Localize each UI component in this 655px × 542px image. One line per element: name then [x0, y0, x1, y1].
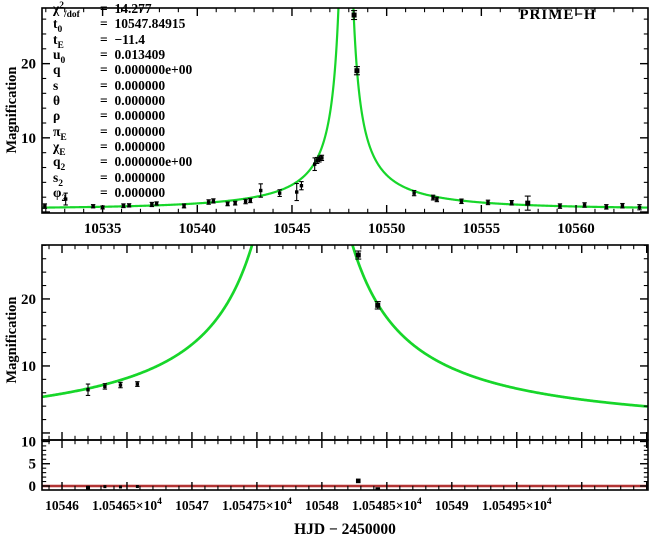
- parameter-symbol: s2: [53, 169, 64, 189]
- data-points-middle: [85, 250, 381, 396]
- y-tick-label: 0: [29, 479, 37, 495]
- parameter-value: = 0.000000: [100, 185, 166, 201]
- parameter-symbol: πE: [53, 123, 67, 143]
- instrument-label: PRIME−H: [519, 7, 597, 23]
- parameter-value: = 0.000000: [100, 169, 166, 185]
- x-tick-label-top: 10555: [463, 221, 501, 237]
- x-tick-label-bottom: 10549: [435, 498, 469, 513]
- parameter-value: = 0.000000e+00: [100, 62, 193, 78]
- x-tick-label-bottom: 10546: [45, 498, 79, 513]
- fit-parameter-line: u0 = 0.013409: [53, 47, 192, 67]
- x-tick-label-top: 10535: [84, 221, 122, 237]
- x-tick-label-top: 10540: [179, 221, 217, 237]
- x-tick-label-bottom: 1.05485×104: [352, 497, 422, 513]
- y-tick-label: 5: [29, 457, 37, 473]
- model-curve-top: [42, 8, 648, 209]
- y-tick-label: 20: [21, 292, 36, 308]
- parameter-value: = 0.000000: [100, 139, 166, 155]
- residual-panel-frame: 0 5 10: [21, 434, 649, 495]
- fit-parameter-line: πE = 0.000000: [53, 123, 192, 143]
- fit-parameter-line: tE = −11.4: [53, 31, 192, 51]
- y-axis-label-middle: Magnification: [4, 296, 20, 384]
- parameter-symbol: s: [53, 77, 59, 93]
- fit-parameter-line: q2 = 0.000000e+00: [53, 154, 193, 174]
- parameter-symbol: ρ: [53, 108, 61, 124]
- parameter-symbol: u0: [53, 47, 66, 67]
- x-tick-label-bottom: 10547: [175, 498, 209, 513]
- parameter-symbol: θ: [53, 93, 61, 109]
- parameter-value: = 0.000000: [100, 77, 166, 93]
- x-tick-label-top: 10560: [557, 221, 595, 237]
- fit-parameter-line: ρ = 0.000000: [53, 108, 192, 123]
- parameter-value: = 0.000000e+00: [100, 154, 193, 170]
- x-tick-label-top: 10545: [273, 221, 311, 237]
- fit-parameter-line: χ2/dof = 14.277: [53, 1, 192, 20]
- fit-parameter-line: q = 0.000000e+00: [53, 62, 192, 77]
- x-tick-label-top: 10550: [368, 221, 406, 237]
- parameter-symbol: χE: [53, 139, 66, 159]
- parameter-value: = 0.000000: [100, 123, 166, 139]
- fit-parameter-line: χE = 0.000000: [53, 139, 192, 159]
- fit-parameter-line: s = 0.000000: [53, 78, 192, 93]
- fit-parameter-line: t0 = 10547.84915: [53, 16, 192, 36]
- parameter-value: = −11.4: [100, 31, 146, 47]
- parameter-symbol: t0: [53, 16, 63, 36]
- parameter-symbol: q: [53, 62, 61, 78]
- y-tick-label: 10: [21, 359, 36, 375]
- y-axis-label-top: Magnification: [4, 66, 20, 154]
- fit-parameter-line: s2 = 0.000000: [53, 169, 192, 189]
- y-tick-label: 10: [21, 434, 36, 450]
- parameter-symbol: χ2/dof: [53, 1, 80, 20]
- parameter-value: = 14.277: [100, 1, 152, 16]
- data-points-top: [42, 10, 648, 211]
- fit-parameter-line: φ2 = 0.000000: [53, 185, 192, 205]
- top-panel-frame: 10 20: [21, 7, 649, 214]
- model-curve-middle: [42, 245, 648, 408]
- fit-parameter-line: θ = 0.000000: [53, 93, 192, 108]
- parameter-symbol: tE: [53, 31, 64, 51]
- x-tick-label-bottom: 1.05475×104: [222, 497, 292, 513]
- parameter-value: = 0.000000: [100, 108, 166, 124]
- y-tick-label: 20: [21, 57, 36, 73]
- parameter-symbol: q2: [53, 154, 66, 174]
- x-tick-label-bottom: 1.05465×104: [92, 497, 162, 513]
- x-tick-label-bottom: 1.05495×104: [482, 497, 552, 513]
- x-axis-title: HJD − 2450000: [294, 521, 396, 538]
- fit-parameters-block: χ2/dof = 14.277 t0 = 10547.84915 tE = −11.4 u0…: [53, 1, 193, 205]
- parameter-value: = 10547.84915: [100, 16, 186, 32]
- parameter-value: = 0.013409: [100, 47, 166, 63]
- parameter-symbol: φ2: [53, 185, 67, 205]
- x-tick-label-bottom: 10548: [305, 498, 339, 513]
- parameter-value: = 0.000000: [100, 93, 166, 109]
- y-tick-label: 10: [21, 131, 36, 147]
